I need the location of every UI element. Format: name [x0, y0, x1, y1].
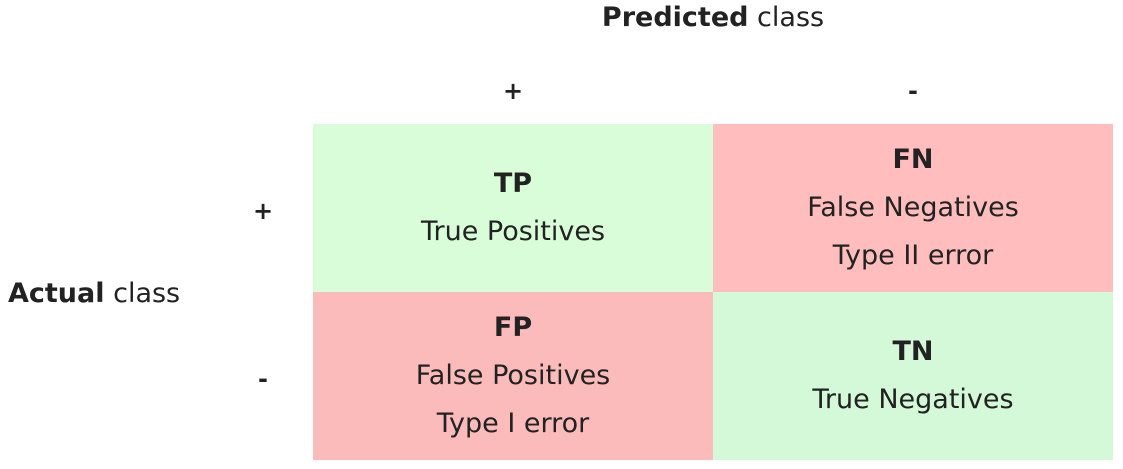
predicted-class-title: Predicted class: [313, 0, 1113, 36]
actual-positive-sign: +: [252, 197, 274, 225]
predicted-positive-sign: +: [502, 77, 524, 105]
false-negatives-cell: FN False Negatives Type II error: [713, 124, 1113, 292]
tn-label: True Negatives: [812, 384, 1014, 415]
tn-abbreviation: TN: [892, 336, 934, 367]
predicted-title-rest: class: [748, 2, 825, 33]
predicted-title-strong: Predicted: [601, 2, 749, 33]
actual-negative-sign: -: [258, 365, 268, 393]
fn-label: False Negatives: [807, 192, 1019, 223]
predicted-negative-sign: -: [908, 77, 918, 105]
actual-title-strong: Actual: [8, 278, 105, 309]
true-positives-cell: TP True Positives: [313, 124, 713, 292]
fn-abbreviation: FN: [892, 144, 934, 175]
tp-label: True Positives: [420, 216, 606, 247]
fp-error-type: Type I error: [436, 408, 590, 439]
true-negatives-cell: TN True Negatives: [713, 292, 1113, 460]
fn-error-type: Type II error: [832, 240, 994, 271]
actual-title-rest: class: [104, 278, 181, 309]
fp-abbreviation: FP: [493, 312, 533, 343]
actual-class-title: Actual class: [8, 276, 180, 312]
false-positives-cell: FP False Positives Type I error: [313, 292, 713, 460]
tp-abbreviation: TP: [493, 168, 533, 199]
fp-label: False Positives: [415, 360, 611, 391]
